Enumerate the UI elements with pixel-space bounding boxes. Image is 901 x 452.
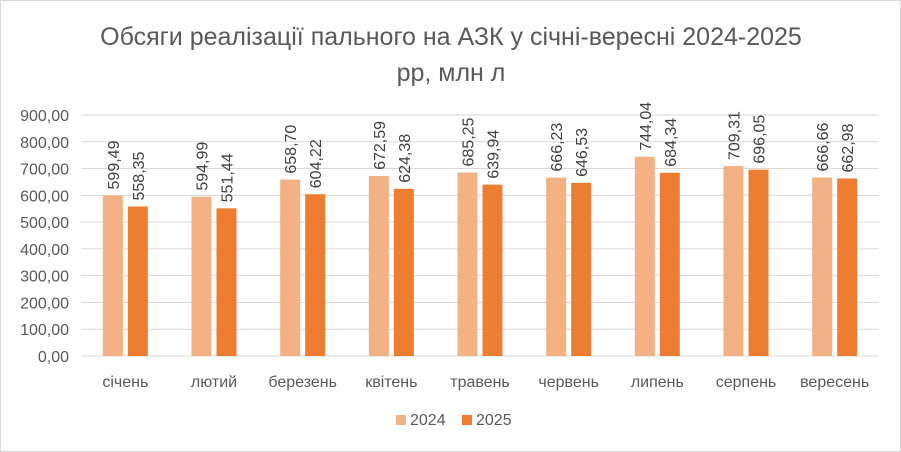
data-label: 624,38	[397, 134, 414, 183]
y-tick-label: 600,00	[20, 188, 69, 205]
legend-swatch-2025	[462, 415, 472, 425]
y-tick-label: 0,00	[38, 349, 69, 366]
bar-2025-7	[659, 172, 680, 356]
bar-2025-9	[837, 178, 858, 356]
y-tick-label: 800,00	[20, 135, 69, 152]
x-tick-label: січень	[102, 374, 148, 391]
bar-2024-5	[457, 172, 478, 356]
y-tick-label: 400,00	[20, 242, 69, 259]
data-label: 744,04	[638, 102, 655, 151]
legend-label: 2024	[410, 412, 446, 429]
data-label: 684,34	[663, 118, 680, 167]
legend-label: 2025	[476, 412, 512, 429]
bar-2025-6	[571, 182, 592, 356]
bar-2025-4	[393, 188, 414, 356]
x-tick-label: вересень	[800, 374, 869, 391]
y-tick-label: 500,00	[20, 215, 69, 232]
x-tick-label: квітень	[365, 374, 417, 391]
data-label: 558,35	[131, 151, 148, 200]
chart-title: Обсяги реалізації пального на АЗК у січн…	[100, 23, 802, 87]
bar-2025-8	[748, 169, 769, 356]
data-label: 604,22	[308, 139, 325, 188]
bar-2025-3	[305, 194, 326, 356]
x-tick-label: травень	[450, 374, 510, 391]
data-label: 658,70	[283, 125, 300, 174]
bar-2024-6	[546, 177, 567, 356]
data-label: 696,05	[752, 115, 769, 164]
data-label: 666,66	[815, 122, 832, 171]
x-tick-label: червень	[538, 374, 599, 391]
gridlines	[81, 114, 879, 357]
bar-2024-9	[812, 177, 833, 356]
data-label: 594,99	[195, 142, 212, 191]
y-tick-label: 700,00	[20, 162, 69, 179]
bar-2024-7	[634, 156, 655, 356]
bar-2024-4	[368, 175, 389, 356]
data-label: 646,53	[574, 128, 591, 177]
bar-2024-3	[280, 179, 301, 356]
bar-2025-2	[216, 208, 237, 356]
x-tick-label: липень	[631, 374, 684, 391]
bar-2024-2	[191, 196, 212, 356]
y-tick-label: 100,00	[20, 322, 69, 339]
x-tick-label: березень	[268, 374, 337, 391]
x-tick-label: лютий	[191, 374, 237, 391]
legend: 2024 2025	[396, 412, 512, 429]
bar-2025-5	[482, 184, 503, 356]
x-tick-label: серпень	[716, 374, 777, 391]
y-tick-label: 200,00	[20, 295, 69, 312]
data-label: 672,59	[372, 121, 389, 170]
data-label: 639,94	[486, 130, 503, 179]
bar-2024-8	[723, 166, 744, 356]
legend-swatch-2024	[396, 415, 406, 425]
data-label: 709,31	[727, 111, 744, 160]
data-label: 599,49	[106, 140, 123, 189]
data-label: 551,44	[220, 153, 237, 202]
data-label: 662,98	[840, 123, 857, 172]
y-axis: 0,00 100,00 200,00 300,00 400,00 500,00 600,00…	[20, 108, 69, 366]
bar-2024-1	[102, 195, 123, 356]
y-tick-label: 900,00	[20, 108, 69, 125]
bar-2025-1	[127, 206, 148, 356]
data-label: 666,23	[549, 123, 566, 172]
x-axis: січень лютий березень квітень травень червень…	[102, 374, 869, 391]
data-label: 685,25	[461, 117, 478, 166]
bars: 599,49 558,35 594,99 551,44 658,70 604,22 672,…	[102, 102, 858, 356]
y-tick-label: 300,00	[20, 269, 69, 286]
